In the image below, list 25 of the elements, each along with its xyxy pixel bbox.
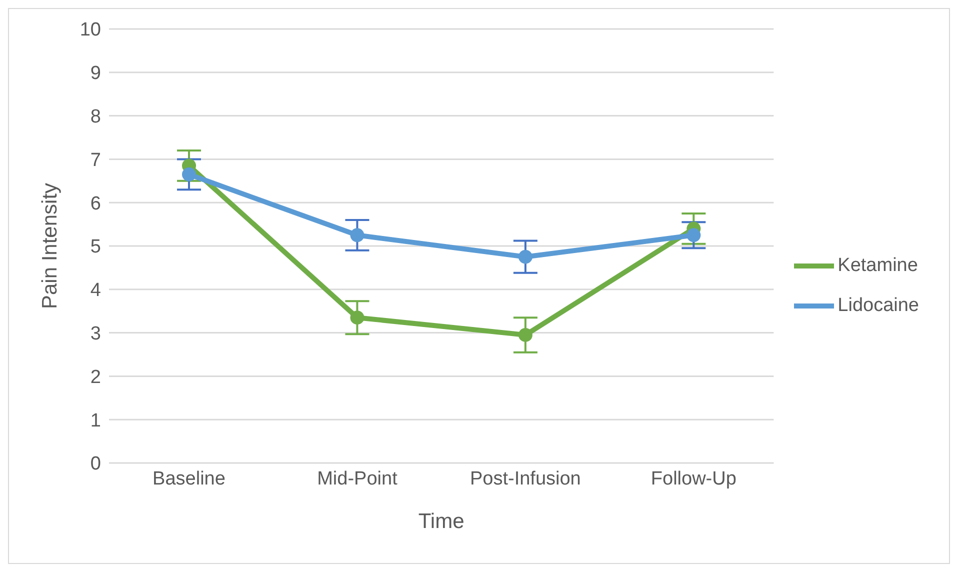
x-axis-title: Time xyxy=(418,510,464,533)
x-tick-label: Baseline xyxy=(152,468,226,490)
point xyxy=(182,167,196,182)
y-tick-label: 8 xyxy=(90,106,101,128)
point xyxy=(518,250,532,264)
y-tick-label: 2 xyxy=(90,366,101,388)
x-tick-label: Post-Infusion xyxy=(470,468,581,490)
y-tick-label: 0 xyxy=(90,454,101,475)
legend-label: Lidocaine xyxy=(838,295,919,316)
y-tick-label: 3 xyxy=(90,324,101,345)
legend-label: Ketamine xyxy=(838,255,918,276)
x-tick-label: Follow-Up xyxy=(650,468,736,490)
y-tick-label: 5 xyxy=(90,236,101,258)
y-tick-label: 6 xyxy=(90,193,101,214)
y-tick-label: 4 xyxy=(90,280,102,302)
y-tick-label: 10 xyxy=(80,20,101,41)
y-tick-label: 7 xyxy=(90,150,101,171)
y-tick-label: 1 xyxy=(90,410,101,432)
point xyxy=(518,328,532,342)
point xyxy=(686,228,701,242)
y-axis-title: Pain Intensity xyxy=(38,182,62,310)
y-tick-label: 9 xyxy=(90,63,101,84)
point xyxy=(350,228,364,242)
x-tick-label: Mid-Point xyxy=(317,468,398,490)
point xyxy=(350,310,364,325)
